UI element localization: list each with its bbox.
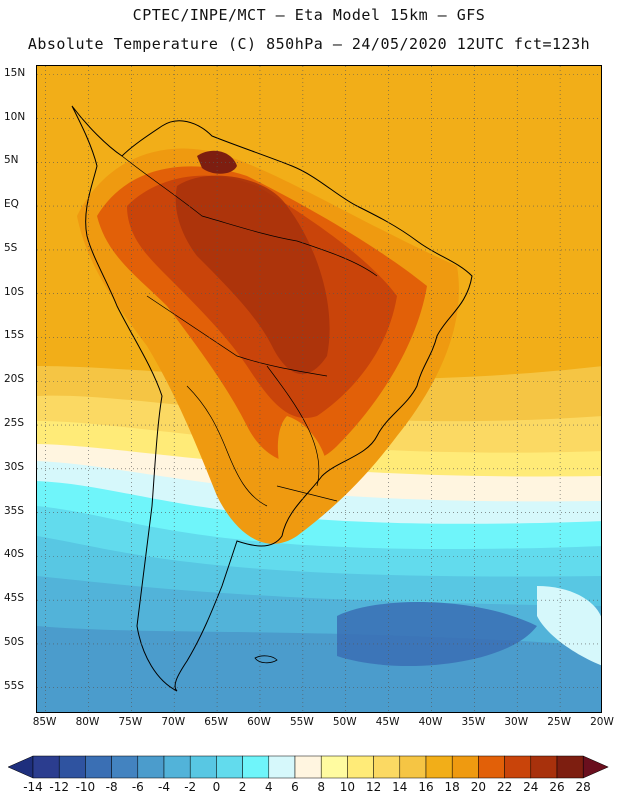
map-subtitle: Absolute Temperature (C) 850hPa – 24/05/…	[27, 35, 591, 53]
colorbar-cell	[504, 755, 532, 779]
lon-label: 85W	[32, 716, 57, 728]
colorbar-cell	[347, 755, 374, 779]
colorbar-cell	[242, 755, 270, 779]
lat-label: 5N	[4, 154, 19, 167]
lon-label: 45W	[375, 716, 400, 728]
colorbar-cell	[216, 755, 243, 779]
lat-label: EQ	[4, 198, 19, 211]
lat-label: 50S	[4, 635, 25, 648]
colorbar-cell	[530, 755, 558, 779]
colorbar-tick-label: -2	[184, 780, 197, 794]
lat-label: 20S	[4, 373, 25, 386]
colorbar-tick-label: 26	[549, 780, 565, 794]
colorbar-tick-label: 14	[392, 780, 408, 794]
colorbar-cell	[58, 755, 86, 779]
colorbar-cell	[32, 755, 60, 779]
colorbar-tick-label: -8	[105, 780, 118, 794]
lon-label: 40W	[418, 716, 443, 728]
colorbar-cell	[189, 755, 217, 779]
colorbar-tick-label: -14	[23, 780, 43, 794]
lon-label: 35W	[461, 716, 486, 728]
lon-label: 30W	[504, 716, 529, 728]
lon-label: 50W	[332, 716, 357, 728]
lat-label: 30S	[4, 460, 25, 473]
colorbar-cell	[320, 755, 348, 779]
colorbar-under-arrow	[7, 755, 34, 779]
colorbar-cell	[425, 755, 453, 779]
colorbar-cell	[556, 755, 584, 779]
colorbar-tick-label: 12	[365, 780, 382, 794]
lon-label: 80W	[75, 716, 100, 728]
lat-label: 10N	[4, 110, 26, 123]
lat-label: 15N	[4, 66, 26, 79]
lat-label: 40S	[4, 548, 25, 561]
colorbar-tick-label: -12	[49, 780, 69, 794]
lon-label: 25W	[547, 716, 571, 728]
colorbar-tick-label: 2	[238, 780, 247, 794]
colorbar-tick-label: 28	[575, 780, 591, 794]
colorbar	[7, 755, 609, 779]
lon-label: 65W	[204, 716, 228, 728]
colorbar-tick-label: 18	[444, 780, 460, 794]
lat-label: 5S	[4, 241, 18, 254]
colorbar-tick-label: 6	[291, 780, 299, 794]
colorbar-cell	[399, 755, 427, 779]
lon-label: 60W	[247, 716, 271, 728]
colorbar-tick-label: 10	[339, 780, 356, 794]
colorbar-cell	[373, 755, 401, 779]
map-title: CPTEC/INPE/MCT – Eta Model 15km – GFS	[132, 6, 486, 24]
lat-label: 45S	[4, 592, 25, 605]
lat-label: 35S	[4, 504, 25, 517]
lat-label: 15S	[4, 329, 25, 342]
lon-label: 20W	[590, 716, 614, 728]
colorbar-cell	[163, 755, 191, 779]
lon-label: 55W	[289, 716, 314, 728]
colorbar-tick-label: 24	[523, 780, 539, 794]
colorbar-tick-label: 0	[212, 780, 221, 794]
colorbar-cell	[451, 755, 479, 779]
colorbar-over-arrow	[582, 755, 609, 779]
colorbar-tick-label: 4	[264, 780, 273, 794]
colorbar-tick-label: 22	[496, 780, 513, 794]
lat-label: 55S	[4, 679, 25, 692]
colorbar-cell	[111, 755, 139, 779]
colorbar-tick-label: -10	[75, 780, 96, 794]
colorbar-tick-label: 8	[317, 780, 325, 794]
lat-label: 25S	[4, 417, 25, 430]
lon-label: 75W	[118, 716, 143, 728]
colorbar-cell	[478, 755, 505, 779]
colorbar-cell	[85, 755, 112, 779]
colorbar-cell	[268, 755, 296, 779]
colorbar-tick-label: -6	[131, 780, 144, 794]
map-canvas	[37, 66, 601, 712]
lon-label: 70W	[161, 716, 186, 728]
temperature-map	[36, 65, 602, 713]
lat-label: 10S	[4, 285, 25, 298]
colorbar-tick-label: 16	[418, 780, 434, 794]
colorbar-cell	[294, 755, 322, 779]
colorbar-tick-label: 20	[470, 780, 487, 794]
colorbar-tick-label: -4	[158, 780, 170, 794]
colorbar-cell	[137, 755, 165, 779]
